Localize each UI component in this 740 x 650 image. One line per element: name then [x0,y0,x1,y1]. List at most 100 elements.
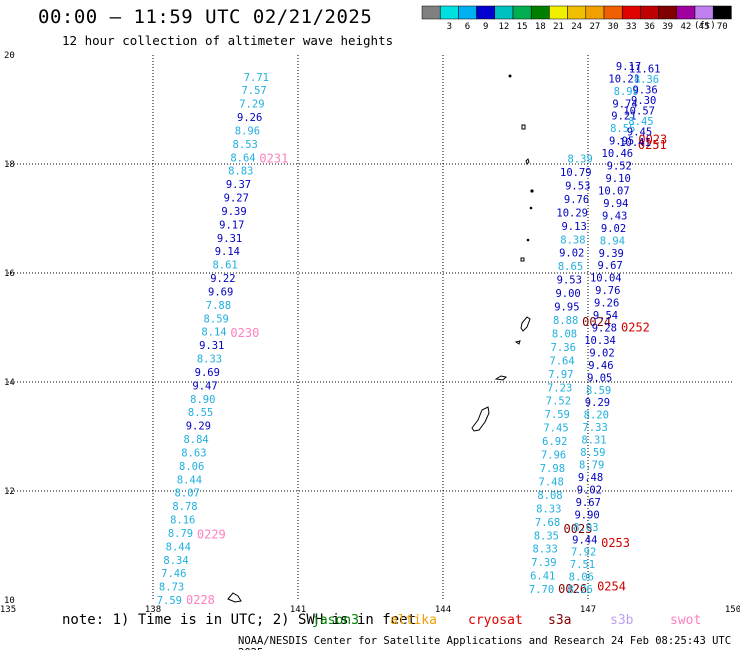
legend-swatch [621,5,641,20]
wave-height-value: 8.33 [536,503,561,515]
legend-swatch [567,5,587,20]
pass-label: 0026 [558,582,587,596]
wave-height-value: 8.34 [163,555,188,567]
legend-label: 27 [589,22,600,32]
wave-height-value: 9.00 [555,288,580,300]
legend-label: 39 [662,22,673,32]
legend-label: 36 [644,22,655,32]
wave-height-value: 7.64 [549,355,574,367]
wave-height-value: 10.41 [619,137,651,149]
island-rota [514,340,521,345]
wave-height-value: 10.21 [608,73,640,85]
y-tick-label: 12 [4,487,15,497]
wave-height-value: 9.90 [574,509,599,521]
x-tick-label: 138 [145,605,161,615]
pass-label: 0252 [621,321,650,335]
wave-height-value: 8.14 [201,327,226,339]
island-shoal [494,375,508,381]
legend-label: 6 [465,22,470,32]
pass-label: 0254 [597,579,626,593]
wave-height-value: 7.48 [539,476,564,488]
wave-height-value: 7.57 [241,85,266,97]
wave-height-value: 9.29 [186,421,211,433]
island-pagan [529,206,533,210]
island-farallon [508,74,512,78]
wave-height-value: 9.67 [597,260,622,272]
wave-height-value: 9.46 [588,360,613,372]
legend-swatch [676,5,696,20]
legend-label: 70 [717,22,728,32]
wave-height-value: 9.02 [589,347,614,359]
wave-height-value: 7.98 [540,463,565,475]
pass-label: 0253 [601,536,630,550]
wave-height-value: 9.28 [592,323,617,335]
legend-label: 12 [498,22,509,32]
wave-height-value: 9.67 [576,497,601,509]
wave-height-value: 8.59 [580,447,605,459]
wave-height-value: 9.29 [585,397,610,409]
satellite-cryosat: cryosat [468,613,523,628]
wave-height-value: 8.59 [586,385,611,397]
wave-height-value: 10.07 [598,185,630,197]
island-agrihan [530,189,534,193]
wave-height-value: 9.52 [607,161,632,173]
island-saipan [520,316,531,332]
wave-height-value: 8.08 [537,490,562,502]
note-text: note: 1) Time is in UTC; 2) SWH is in fe… [62,612,417,628]
wave-height-value: 9.44 [572,534,597,546]
wave-height-value: 8.36 [634,74,659,86]
pass-label: 0024 [582,315,611,329]
wave-height-value: 9.02 [601,223,626,235]
wave-height-value: 9.74 [612,98,637,110]
wave-height-value: 8.39 [568,154,593,166]
wave-height-value: 8.38 [560,234,585,246]
pass-label: 0229 [197,528,226,542]
wave-height-value: 9.45 [627,127,652,139]
wave-height-value: 9.47 [192,380,217,392]
legend-label: 24 [571,22,582,32]
x-tick-label: 135 [0,605,16,615]
legend-swatch [494,5,514,20]
y-tick-label: 10 [4,596,15,606]
wave-height-value: 7.70 [529,584,554,596]
wave-height-value: 8.53 [233,139,258,151]
wave-height-value: 9.43 [602,210,627,222]
wave-height-value: 8.07 [175,488,200,500]
legend-unit: (ft) [694,21,716,31]
wave-height-value: 9.14 [215,246,240,258]
wave-height-value: 10.34 [584,335,616,347]
legend-swatch [549,5,568,20]
wave-height-value: 7.68 [535,517,560,529]
legend-swatch [658,5,678,20]
legend-swatch [476,5,496,20]
wave-height-value: 8.79 [579,460,604,472]
legend-swatch [530,5,550,20]
wave-height-value: 8.26 [568,584,593,596]
wave-height-value: 7.45 [543,423,568,435]
wave-height-value: 7.59 [545,409,570,421]
legend-label: 45 [699,22,710,32]
wave-height-value: 9.53 [565,180,590,192]
satellite-s3a: s3a [548,613,572,628]
wave-height-value: 6.41 [530,571,555,583]
wave-height-value: 9.69 [195,367,220,379]
wave-height-value: 11.61 [629,64,661,76]
wave-height-value: 9.17 [616,61,641,73]
y-tick-label: 14 [4,378,15,388]
island-sarigan [520,257,525,262]
x-tick-label: 141 [290,605,306,615]
wave-height-value: 7.23 [547,382,572,394]
island-maug [521,124,526,130]
wave-height-value: 8.06 [179,461,204,473]
x-tick-label: 150 [725,605,740,615]
legend-label: 3 [447,22,452,32]
map-title: 00:00 – 11:59 UTC 02/21/2025 [38,6,373,28]
wave-height-value: 8.99 [614,86,639,98]
satellite-swot: swot [670,613,702,628]
wave-height-value: 9.13 [561,221,586,233]
legend-swatch [640,5,659,20]
wave-height-value: 9.53 [557,275,582,287]
legend-label: 42 [680,22,691,32]
legend-swatch [458,5,477,20]
